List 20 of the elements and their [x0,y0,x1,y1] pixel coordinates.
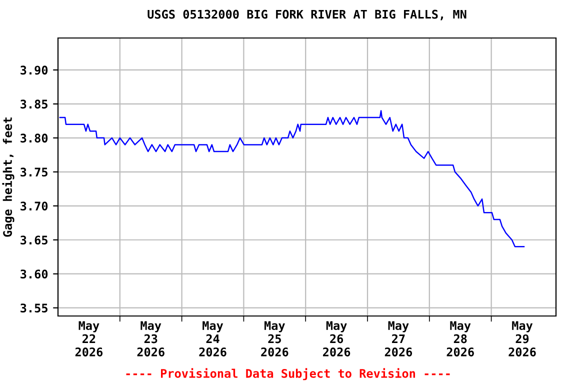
x-tick-label: May 24 2026 [199,321,226,356]
y-tick-label: 3.65 [20,236,48,245]
x-tick-label: May 23 2026 [137,321,164,356]
text: ---- Provisional Data Subject to Revision ---- [126,368,450,380]
y-tick-label: 3.55 [20,304,48,312]
y-tick-label: 3.70 [20,202,48,211]
x-tick-label: May 29 2026 [508,321,536,356]
line-series [59,110,525,248]
x-tick-label: May 27 2026 [384,321,412,356]
y-tick-label: 3.60 [20,270,48,279]
y-tick-label: 3.90 [20,66,48,75]
y-axis-title: Gage height, feet [2,118,14,237]
x-tick-label: May 22 2026 [75,321,103,356]
x-tick-label: May 26 2026 [323,321,350,356]
x-tick-label: May 28 2026 [446,321,474,356]
y-tick-label: 3.80 [20,134,48,143]
chart-title: USGS 05132000 BIG FORK RIVER AT BIG FALLS, MN [148,10,466,20]
y-tick-label: 3.85 [20,100,48,109]
y-tick-label: 3.75 [20,168,48,177]
x-tick-label: May 25 2026 [261,321,288,356]
